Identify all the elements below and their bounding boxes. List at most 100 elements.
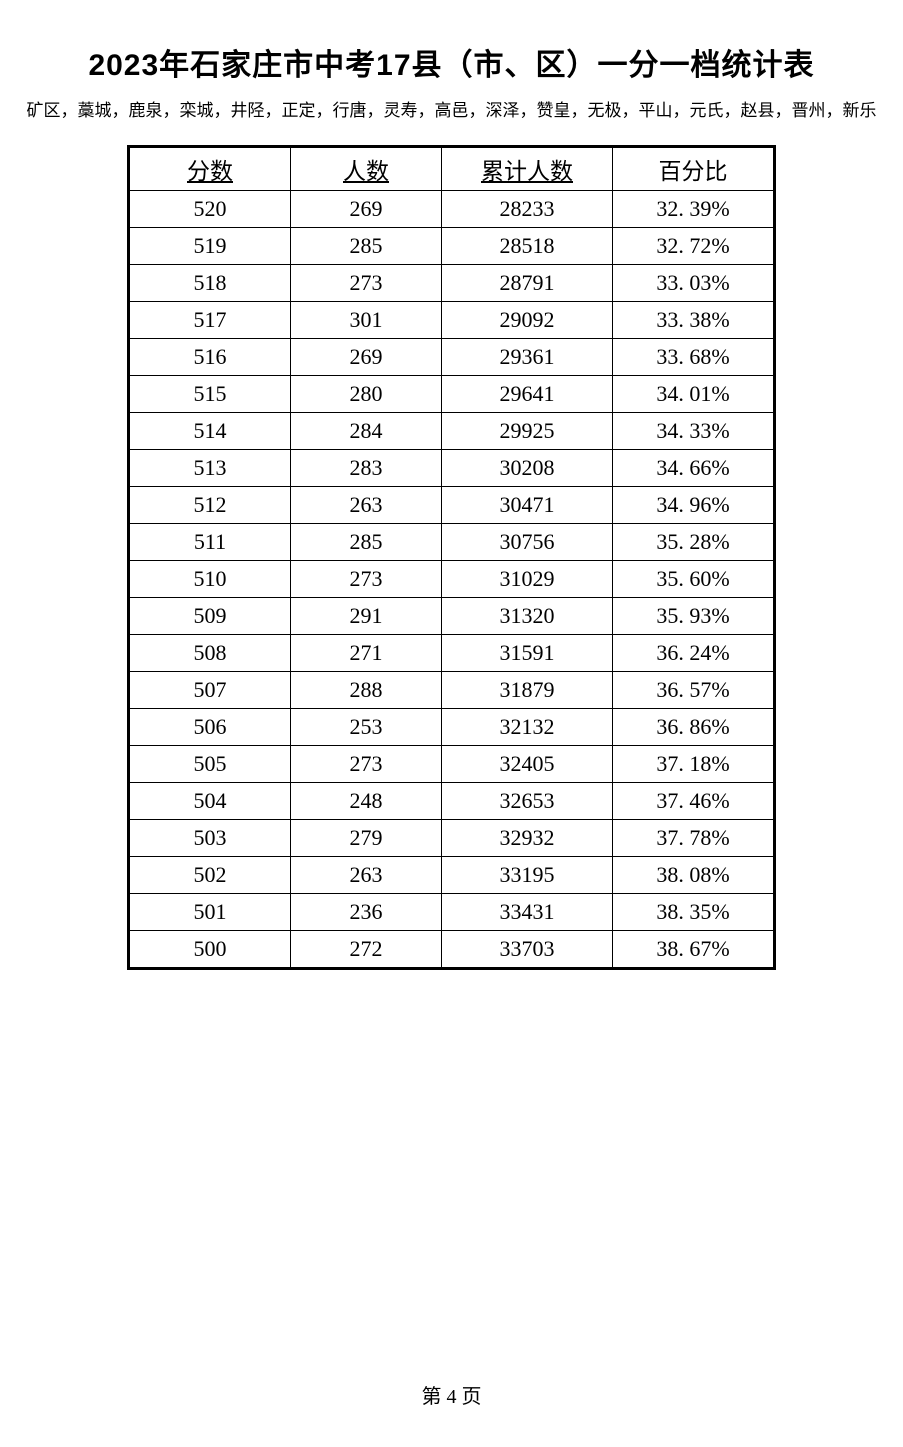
cell-score: 519 xyxy=(129,228,291,265)
table-row: 5142842992534. 33% xyxy=(129,413,775,450)
table-body: 5202692823332. 39%5192852851832. 72%5182… xyxy=(129,191,775,969)
table-row: 5072883187936. 57% xyxy=(129,672,775,709)
cell-cum: 30208 xyxy=(442,450,613,487)
table-row: 5122633047134. 96% xyxy=(129,487,775,524)
cell-score: 513 xyxy=(129,450,291,487)
cell-count: 285 xyxy=(291,524,442,561)
cell-score: 506 xyxy=(129,709,291,746)
cell-pct: 38. 08% xyxy=(613,857,775,894)
cell-count: 236 xyxy=(291,894,442,931)
page-title: 2023年石家庄市中考17县（市、区）一分一档统计表 xyxy=(0,40,903,84)
cell-pct: 34. 33% xyxy=(613,413,775,450)
table-row: 5052733240537. 18% xyxy=(129,746,775,783)
cell-count: 269 xyxy=(291,339,442,376)
cell-pct: 34. 66% xyxy=(613,450,775,487)
col-header-cum: 累计人数 xyxy=(442,147,613,191)
cell-pct: 37. 78% xyxy=(613,820,775,857)
cell-pct: 33. 68% xyxy=(613,339,775,376)
cell-count: 301 xyxy=(291,302,442,339)
col-header-pct: 百分比 xyxy=(613,147,775,191)
cell-count: 285 xyxy=(291,228,442,265)
cell-pct: 35. 28% xyxy=(613,524,775,561)
cell-cum: 29092 xyxy=(442,302,613,339)
cell-pct: 36. 86% xyxy=(613,709,775,746)
cell-score: 511 xyxy=(129,524,291,561)
col-header-count: 人数 xyxy=(291,147,442,191)
table-row: 5152802964134. 01% xyxy=(129,376,775,413)
score-table: 分数 人数 累计人数 百分比 5202692823332. 39%5192852… xyxy=(127,145,776,970)
page-container: 2023年石家庄市中考17县（市、区）一分一档统计表 矿区，藁城，鹿泉，栾城，井… xyxy=(0,0,903,1447)
cell-cum: 32932 xyxy=(442,820,613,857)
cell-score: 515 xyxy=(129,376,291,413)
cell-score: 505 xyxy=(129,746,291,783)
table-row: 5092913132035. 93% xyxy=(129,598,775,635)
cell-count: 269 xyxy=(291,191,442,228)
cell-cum: 28518 xyxy=(442,228,613,265)
cell-score: 507 xyxy=(129,672,291,709)
cell-count: 253 xyxy=(291,709,442,746)
cell-score: 518 xyxy=(129,265,291,302)
cell-cum: 29925 xyxy=(442,413,613,450)
cell-pct: 32. 72% xyxy=(613,228,775,265)
page-footer: 第 4 页 xyxy=(0,1380,903,1409)
cell-score: 501 xyxy=(129,894,291,931)
cell-score: 520 xyxy=(129,191,291,228)
cell-cum: 31320 xyxy=(442,598,613,635)
table-wrap: 分数 人数 累计人数 百分比 5202692823332. 39%5192852… xyxy=(0,145,903,970)
cell-count: 284 xyxy=(291,413,442,450)
cell-cum: 31029 xyxy=(442,561,613,598)
cell-pct: 35. 60% xyxy=(613,561,775,598)
table-row: 5082713159136. 24% xyxy=(129,635,775,672)
cell-count: 279 xyxy=(291,820,442,857)
table-row: 5032793293237. 78% xyxy=(129,820,775,857)
col-header-score: 分数 xyxy=(129,147,291,191)
cell-cum: 29641 xyxy=(442,376,613,413)
cell-count: 273 xyxy=(291,265,442,302)
cell-score: 512 xyxy=(129,487,291,524)
cell-score: 509 xyxy=(129,598,291,635)
cell-count: 271 xyxy=(291,635,442,672)
cell-count: 288 xyxy=(291,672,442,709)
table-header-row: 分数 人数 累计人数 百分比 xyxy=(129,147,775,191)
cell-score: 508 xyxy=(129,635,291,672)
cell-count: 283 xyxy=(291,450,442,487)
cell-score: 502 xyxy=(129,857,291,894)
cell-cum: 32405 xyxy=(442,746,613,783)
cell-count: 273 xyxy=(291,746,442,783)
table-row: 5112853075635. 28% xyxy=(129,524,775,561)
cell-pct: 38. 67% xyxy=(613,931,775,969)
cell-pct: 37. 18% xyxy=(613,746,775,783)
cell-cum: 33703 xyxy=(442,931,613,969)
table-row: 5012363343138. 35% xyxy=(129,894,775,931)
cell-pct: 36. 57% xyxy=(613,672,775,709)
table-row: 5002723370338. 67% xyxy=(129,931,775,969)
cell-score: 504 xyxy=(129,783,291,820)
cell-count: 273 xyxy=(291,561,442,598)
cell-pct: 38. 35% xyxy=(613,894,775,931)
cell-count: 248 xyxy=(291,783,442,820)
table-row: 5173012909233. 38% xyxy=(129,302,775,339)
cell-count: 280 xyxy=(291,376,442,413)
cell-count: 263 xyxy=(291,487,442,524)
cell-pct: 33. 03% xyxy=(613,265,775,302)
cell-score: 500 xyxy=(129,931,291,969)
cell-count: 272 xyxy=(291,931,442,969)
cell-pct: 33. 38% xyxy=(613,302,775,339)
cell-count: 263 xyxy=(291,857,442,894)
table-row: 5102733102935. 60% xyxy=(129,561,775,598)
cell-pct: 36. 24% xyxy=(613,635,775,672)
cell-cum: 31591 xyxy=(442,635,613,672)
cell-score: 503 xyxy=(129,820,291,857)
table-row: 5182732879133. 03% xyxy=(129,265,775,302)
cell-cum: 30756 xyxy=(442,524,613,561)
table-row: 5062533213236. 86% xyxy=(129,709,775,746)
cell-score: 514 xyxy=(129,413,291,450)
cell-count: 291 xyxy=(291,598,442,635)
cell-pct: 34. 96% xyxy=(613,487,775,524)
cell-cum: 33431 xyxy=(442,894,613,931)
cell-cum: 33195 xyxy=(442,857,613,894)
cell-pct: 32. 39% xyxy=(613,191,775,228)
table-row: 5192852851832. 72% xyxy=(129,228,775,265)
cell-cum: 29361 xyxy=(442,339,613,376)
table-row: 5202692823332. 39% xyxy=(129,191,775,228)
